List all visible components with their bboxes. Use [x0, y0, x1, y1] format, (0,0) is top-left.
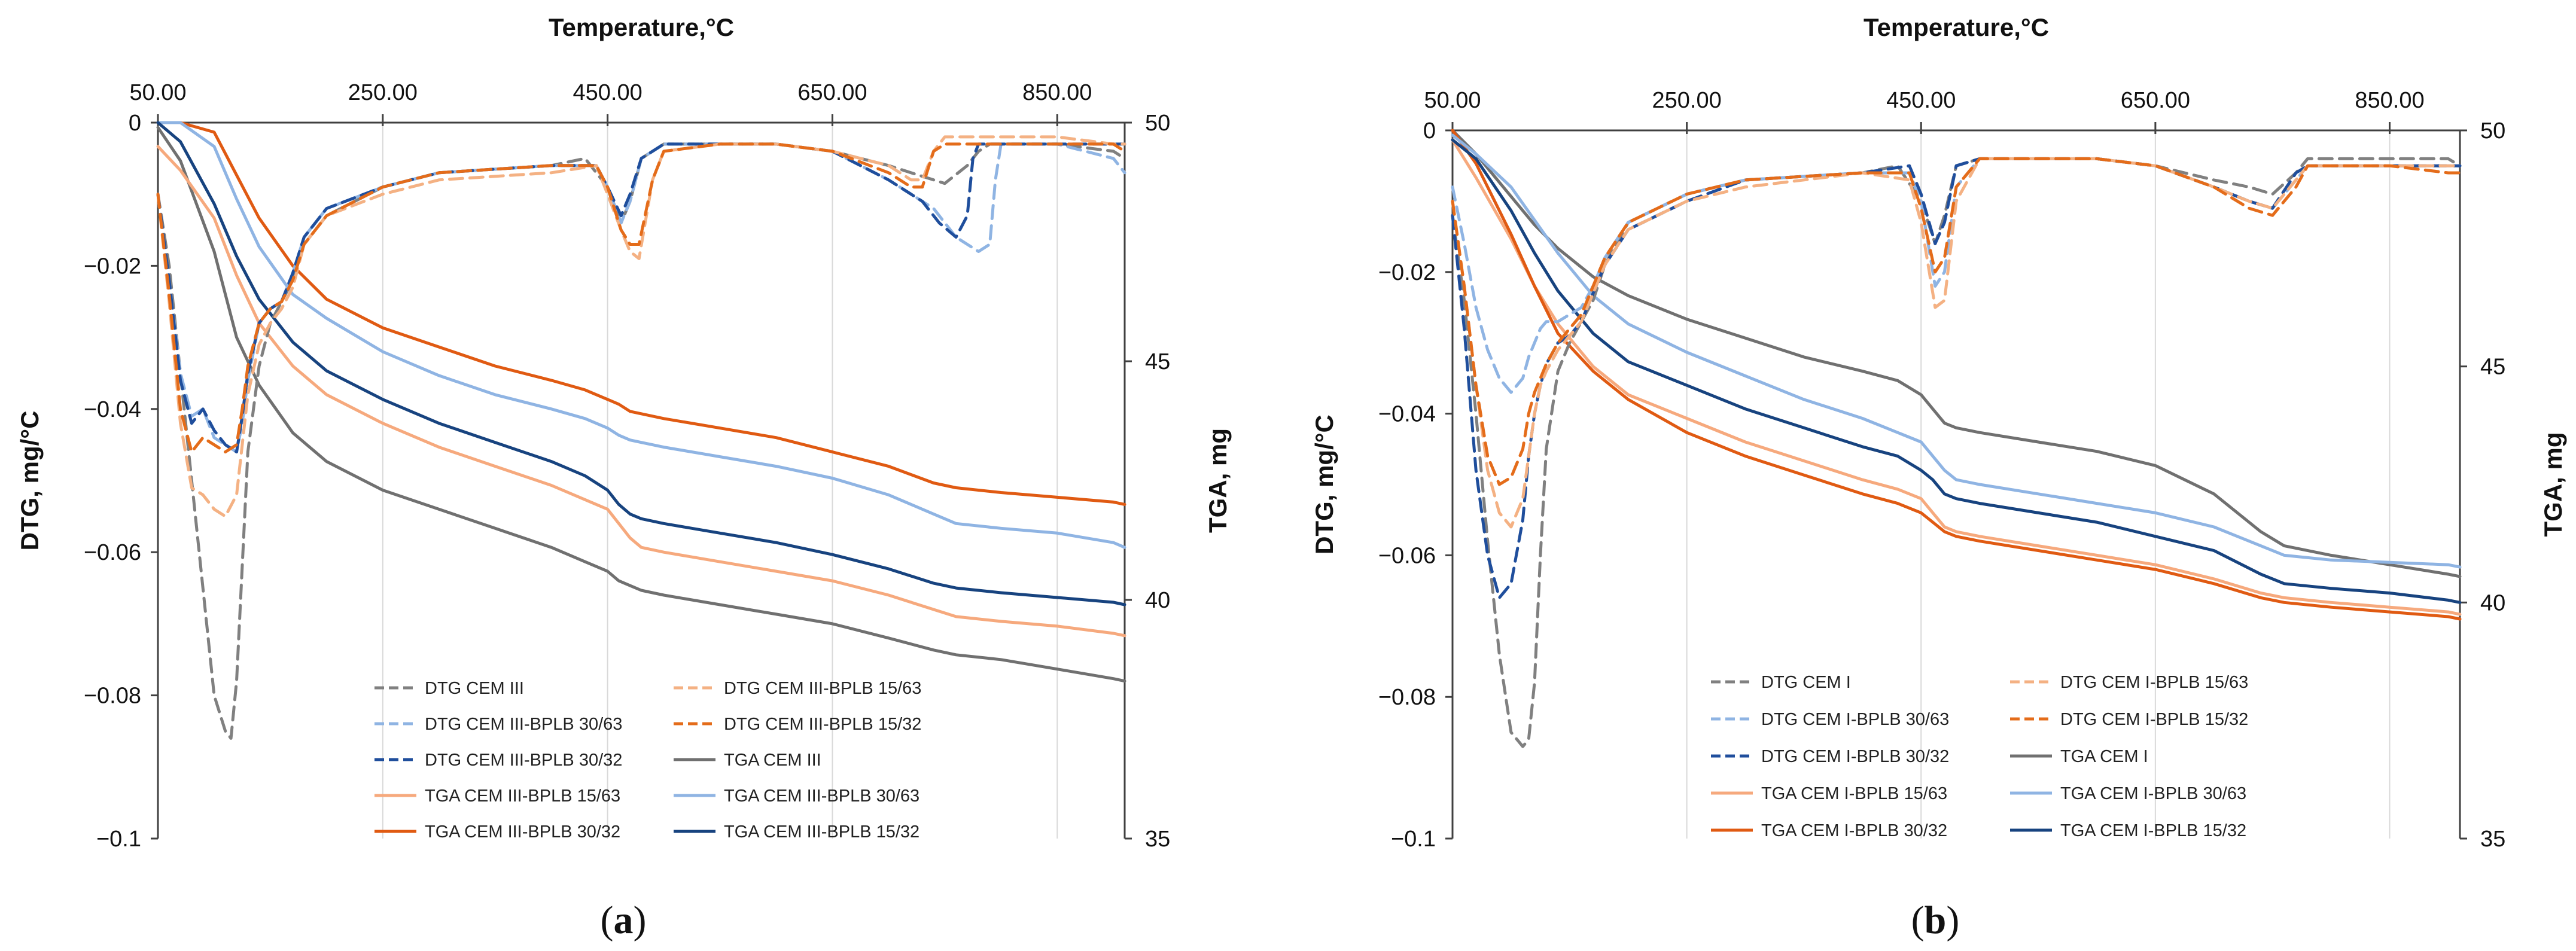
y-right-tick-label: 40 — [2480, 590, 2505, 615]
y-right-tick-label: 35 — [1145, 827, 1170, 852]
series-line-dtg-cem-i-bplb-15-63 — [1451, 157, 2462, 529]
legend-label: DTG CEM III-BPLB 15/63 — [724, 679, 921, 698]
y-right-tick-label: 35 — [2480, 827, 2505, 852]
y-right-axis-title: TGA, mg — [2539, 432, 2567, 537]
x-tick-label: 850.00 — [1022, 80, 1092, 105]
y-left-tick-label: 0 — [129, 111, 141, 136]
legend-label: DTG CEM III — [425, 679, 524, 698]
series-line-tga-cem-iii — [156, 126, 1126, 683]
legend-label: DTG CEM I-BPLB 30/32 — [1761, 747, 1949, 766]
y-left-tick-label: −0.04 — [1378, 402, 1436, 427]
series-line-tga-cem-iii-bplb-15-32 — [156, 121, 1126, 606]
legend-label: TGA CEM III-BPLB 15/63 — [425, 787, 620, 806]
y-left-tick-label: −0.02 — [84, 254, 141, 279]
y-left-tick-label: −0.06 — [84, 540, 141, 565]
legend-label: TGA CEM III-BPLB 30/63 — [724, 787, 919, 806]
series-line-tga-cem-iii-bplb-30-63 — [156, 121, 1126, 549]
legend-label: DTG CEM III-BPLB 30/32 — [425, 751, 622, 770]
y-left-axis-title: DTG, mg/°C — [1310, 414, 1338, 554]
series-line-dtg-cem-iii-bplb-15-63 — [156, 135, 1126, 518]
panel-label: (b) — [1911, 898, 1960, 942]
y-left-tick-label: −0.02 — [1378, 260, 1436, 285]
y-right-tick-label: 50 — [2480, 118, 2505, 144]
series-line-dtg-cem-i — [1451, 157, 2462, 748]
y-right-tick-label: 45 — [2480, 355, 2505, 380]
legend-label: DTG CEM I-BPLB 15/32 — [2060, 710, 2248, 729]
series-line-tga-cem-iii-bplb-15-63 — [156, 145, 1126, 638]
legend-label: TGA CEM III-BPLB 15/32 — [724, 822, 919, 842]
x-axis-title: Temperature,°C — [1864, 13, 2049, 41]
chart-panel-b: 50.00 250.00 450.00 650.00 850.00 0 −0.02 −0.04… — [1310, 13, 2567, 942]
x-tick-label: 450.00 — [573, 80, 643, 105]
y-left-tick-label: −0.1 — [1391, 827, 1436, 852]
series-line-tga-cem-i — [1451, 129, 2462, 578]
series-line-dtg-cem-i-bplb-15-32 — [1451, 157, 2462, 486]
x-tick-label: 250.00 — [1652, 88, 1722, 113]
legend-label: DTG CEM I-BPLB 15/63 — [2060, 673, 2248, 692]
x-axis-title: Temperature,°C — [549, 13, 734, 41]
y-right-tick-label: 50 — [1145, 111, 1170, 136]
legend-label: TGA CEM I-BPLB 15/63 — [1761, 784, 1947, 803]
y-left-tick-label: −0.08 — [84, 684, 141, 709]
series-line-dtg-cem-iii-bplb-15-32 — [156, 142, 1126, 454]
legend-label: DTG CEM I — [1761, 673, 1851, 692]
y-right-tick-label: 40 — [1145, 588, 1170, 613]
series-line-tga-cem-i-bplb-15-32 — [1451, 138, 2462, 604]
y-left-tick-label: −0.1 — [96, 827, 141, 852]
panel-label: (a) — [601, 898, 647, 942]
series-line-dtg-cem-iii-bplb-30-32 — [156, 142, 1126, 454]
y-right-tick-label: 45 — [1145, 349, 1170, 374]
y-left-axis-title: DTG, mg/°C — [16, 411, 44, 551]
y-left-tick-label: −0.08 — [1378, 685, 1436, 710]
x-tick-label: 850.00 — [2355, 88, 2424, 113]
legend-label: TGA CEM I-BPLB 30/32 — [1761, 821, 1947, 840]
series-line-tga-cem-iii-bplb-30-32 — [156, 121, 1126, 506]
legend-label: DTG CEM III-BPLB 15/32 — [724, 715, 921, 734]
y-left-tick-label: −0.06 — [1378, 543, 1436, 568]
x-tick-label: 650.00 — [2121, 88, 2190, 113]
x-tick-label: 50.00 — [1424, 88, 1481, 113]
legend-label: TGA CEM I-BPLB 30/63 — [2060, 784, 2246, 803]
y-left-tick-label: 0 — [1423, 118, 1436, 144]
x-tick-label: 650.00 — [797, 80, 867, 105]
legend-label: TGA CEM I-BPLB 15/32 — [2060, 821, 2246, 840]
x-tick-label: 250.00 — [348, 80, 418, 105]
legend-label: DTG CEM III-BPLB 30/63 — [425, 715, 622, 734]
legend-label: TGA CEM III — [724, 751, 821, 770]
chart-panel-a: 50.00 250.00 450.00 650.00 850.00 0 −0.02 −0.04… — [16, 13, 1232, 942]
y-right-axis-title: TGA, mg — [1204, 428, 1232, 533]
y-left-tick-label: −0.04 — [84, 397, 141, 422]
x-tick-label: 50.00 — [129, 80, 186, 105]
legend-label: TGA CEM I — [2060, 747, 2148, 766]
legend-label: TGA CEM III-BPLB 30/32 — [425, 822, 620, 842]
series-line-dtg-cem-i-bplb-30-32 — [1451, 157, 2462, 599]
series-line-dtg-cem-iii-bplb-30-63 — [156, 142, 1126, 454]
series-line-tga-cem-i-bplb-30-63 — [1451, 133, 2462, 569]
legend-label: DTG CEM I-BPLB 30/63 — [1761, 710, 1949, 729]
x-tick-label: 450.00 — [1886, 88, 1956, 113]
